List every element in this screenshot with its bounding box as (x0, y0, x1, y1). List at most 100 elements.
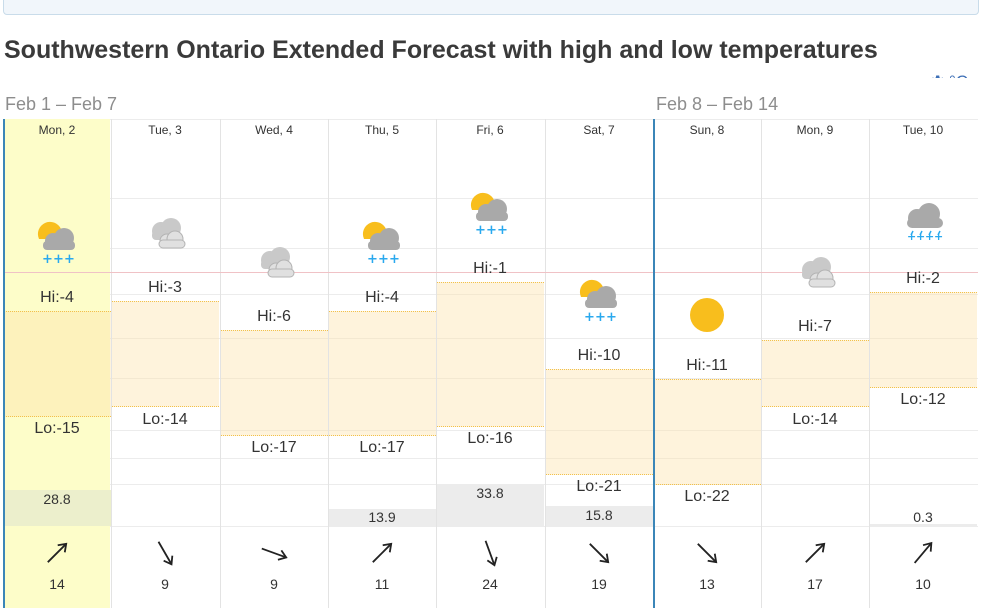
wind-arrow-icon (150, 538, 180, 568)
low-temp-label: Lo:-14 (792, 410, 838, 428)
column-divider (328, 119, 329, 608)
week-label-1: Feb 1 – Feb 7 (5, 94, 118, 114)
grid-line (3, 378, 978, 379)
svg-text:+: + (389, 252, 400, 267)
wind-speed-value: 9 (270, 576, 278, 592)
grid-line (3, 119, 978, 120)
svg-text:+: + (934, 230, 943, 243)
svg-text:+: + (606, 310, 617, 325)
wind-speed-value: 9 (161, 576, 169, 592)
column-divider (436, 119, 437, 608)
wind-speed-value: 11 (374, 576, 390, 592)
grid-line (3, 338, 978, 339)
sun-cloud-snow-icon: + + + (466, 190, 516, 245)
forecast-chart: Feb 1 – Feb 7 Feb 8 – Feb 14 Mon, 2 Hi:-4… (3, 78, 978, 608)
wind-arrow-icon (42, 538, 72, 568)
temp-range-bar (329, 311, 437, 437)
temp-range-bar (221, 330, 329, 437)
temp-range-bar (437, 282, 545, 427)
grid-line (3, 430, 978, 431)
svg-text:+: + (64, 252, 75, 267)
svg-text:+: + (367, 252, 378, 267)
cloud-heavy-snow-icon: + + + + (899, 200, 949, 255)
wind-speed-value: 13 (699, 576, 715, 592)
low-temp-label: Lo:-12 (900, 391, 946, 409)
precip-bar (870, 524, 978, 526)
precip-bar (437, 483, 545, 526)
svg-text:+: + (595, 310, 606, 325)
temp-range-bar (4, 311, 112, 418)
day-label: Sun, 8 (689, 123, 725, 137)
column-divider (220, 119, 221, 608)
low-temp-label: Lo:-21 (576, 478, 622, 496)
column-divider (869, 119, 870, 608)
temp-range-bar (870, 291, 978, 389)
wind-speed-value: 10 (915, 576, 931, 592)
sun-cloud-snow-icon: + + + (575, 277, 625, 332)
low-temp-label: Lo:-15 (34, 420, 80, 438)
temp-range-bar (112, 301, 220, 408)
column-divider (761, 119, 762, 608)
grid-line (3, 248, 978, 249)
wind-arrow-icon (584, 538, 614, 568)
wind-speed-value: 19 (591, 576, 607, 592)
grid-line (3, 526, 978, 527)
week-divider (653, 119, 655, 608)
svg-text:+: + (925, 230, 934, 243)
cloudy-icon (141, 209, 191, 264)
wind-speed-value: 17 (807, 576, 823, 592)
high-temp-label: Hi:-6 (257, 308, 291, 326)
precip-bar (4, 490, 112, 526)
day-label: Tue, 10 (902, 123, 944, 137)
svg-text:+: + (907, 230, 916, 243)
temp-range-bar (654, 378, 762, 485)
svg-text:+: + (916, 230, 925, 243)
top-info-strip (3, 0, 979, 15)
high-temp-label: Hi:-11 (686, 356, 728, 374)
grid-line (3, 294, 978, 295)
high-temp-label: Hi:-7 (798, 317, 832, 335)
temp-range-bar (762, 339, 870, 408)
low-temp-label: Lo:-16 (467, 429, 513, 447)
day-label: Fri, 6 (476, 123, 504, 137)
precip-value: 15.8 (585, 507, 613, 524)
precip-bar (329, 508, 437, 526)
wind-speed-value: 14 (49, 576, 65, 592)
svg-text:+: + (42, 252, 53, 267)
svg-text:+: + (53, 252, 64, 267)
high-temp-label: Hi:-2 (906, 269, 940, 287)
reference-line (3, 272, 978, 273)
sun-cloud-snow-icon: + + + (33, 219, 83, 274)
high-temp-label: Hi:-1 (473, 260, 507, 278)
column-divider (111, 119, 112, 608)
svg-text:+: + (475, 223, 486, 238)
today-highlight (5, 119, 110, 608)
low-temp-label: Lo:-22 (684, 487, 730, 505)
day-label: Mon, 2 (38, 123, 76, 137)
grid-line (3, 458, 978, 459)
wind-arrow-icon (908, 538, 938, 568)
high-temp-label: Hi:-4 (40, 289, 74, 306)
cloudy-icon (791, 248, 841, 303)
precip-bar (546, 506, 654, 526)
svg-text:+: + (497, 223, 508, 238)
precip-value: 28.8 (43, 491, 71, 507)
day-label: Wed, 4 (255, 123, 293, 137)
low-temp-label: Lo:-17 (359, 439, 405, 457)
sun-icon (683, 287, 733, 342)
day-label: Thu, 5 (364, 123, 400, 137)
cloudy-icon (250, 238, 300, 293)
page-title: Southwestern Ontario Extended Forecast w… (4, 36, 878, 64)
svg-text:+: + (486, 223, 497, 238)
precip-value: 33.8 (476, 484, 504, 501)
day-label: Mon, 9 (796, 123, 834, 137)
day-label: Sat, 7 (583, 123, 615, 137)
svg-text:+: + (584, 310, 595, 325)
chart-left-edge (3, 119, 5, 608)
high-temp-label: Hi:-10 (577, 346, 621, 364)
temp-range-bar (546, 368, 654, 476)
svg-text:+: + (378, 252, 389, 267)
high-temp-label: Hi:-3 (148, 279, 182, 297)
week-label-2: Feb 8 – Feb 14 (656, 94, 779, 114)
precip-value: 13.9 (368, 509, 396, 525)
